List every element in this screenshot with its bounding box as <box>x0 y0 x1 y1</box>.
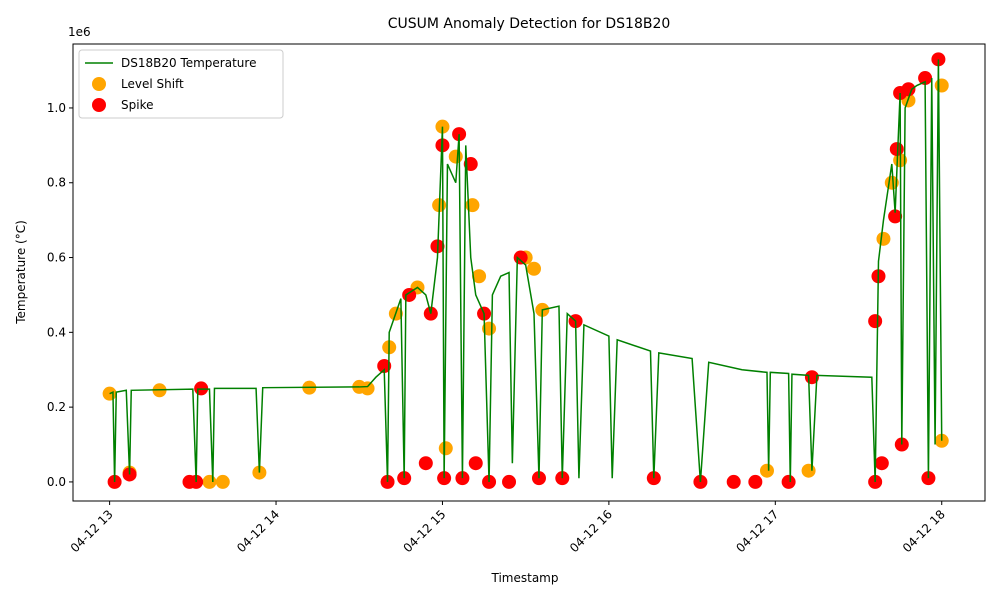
data-point <box>759 463 774 478</box>
data-point <box>918 71 933 86</box>
legend-label: DS18B20 Temperature <box>121 56 256 70</box>
y-tick-label: 0.2 <box>47 400 66 414</box>
legend-label: Level Shift <box>121 77 184 91</box>
y-tick-label: 0.8 <box>47 176 66 190</box>
data-point <box>438 441 453 456</box>
data-point <box>360 381 375 396</box>
data-point <box>502 474 517 489</box>
legend-label: Spike <box>121 98 153 112</box>
legend-marker <box>92 77 106 91</box>
data-point <box>748 474 763 489</box>
plot-frame <box>72 43 986 502</box>
x-axis-label: Timestamp <box>491 571 559 585</box>
y-tick-label: 0.4 <box>47 325 66 339</box>
data-point <box>781 474 796 489</box>
data-point <box>448 149 463 164</box>
data-point <box>868 314 883 329</box>
legend-marker <box>92 98 106 112</box>
data-point <box>876 231 891 246</box>
data-point <box>418 456 433 471</box>
legend-box <box>78 49 284 119</box>
data-point <box>889 142 904 157</box>
data-point <box>215 474 230 489</box>
y-offset-label: 1e6 <box>68 25 91 39</box>
y-tick-label: 1.0 <box>47 101 66 115</box>
data-point <box>901 82 916 97</box>
y-tick-label: 0.6 <box>47 251 66 265</box>
data-point <box>888 209 903 224</box>
data-line <box>109 59 943 482</box>
data-point <box>202 474 217 489</box>
y-axis-label: Temperature (°C) <box>14 220 28 325</box>
data-point <box>377 358 392 373</box>
data-point <box>726 474 741 489</box>
chart-title: CUSUM Anomaly Detection for DS18B20 <box>388 16 671 32</box>
data-point <box>526 261 541 276</box>
data-point <box>934 78 949 93</box>
data-point <box>468 456 483 471</box>
data-point <box>472 269 487 284</box>
data-point <box>513 250 528 265</box>
data-point <box>874 456 889 471</box>
data-point <box>801 463 816 478</box>
y-tick-label: 0.0 <box>47 475 66 489</box>
